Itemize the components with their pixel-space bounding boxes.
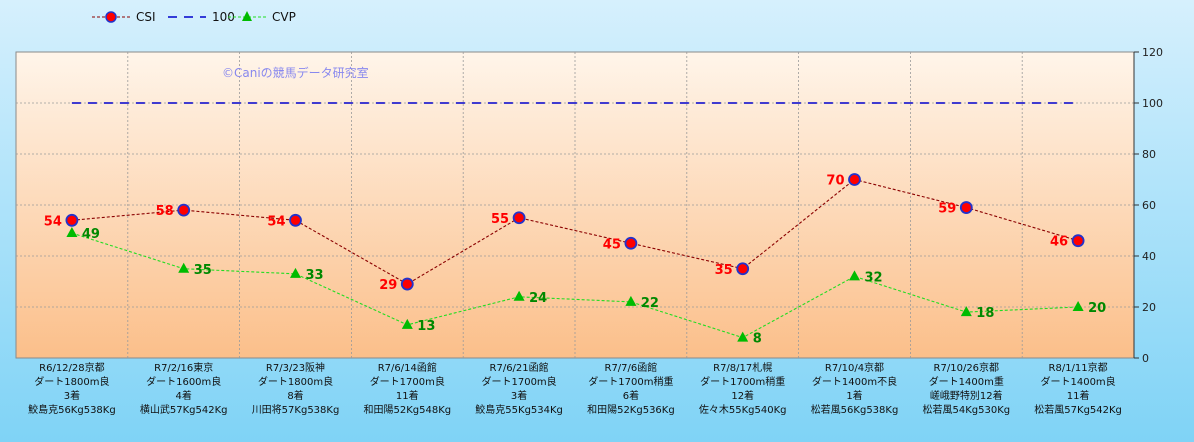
- cvp-data-label: 35: [194, 263, 212, 278]
- cvp-data-label: 22: [641, 296, 659, 311]
- cvp-data-label: 49: [82, 227, 100, 242]
- csi-data-label: 59: [938, 202, 956, 217]
- y-tick-label: 120: [1142, 46, 1163, 59]
- csi-data-label: 29: [379, 278, 397, 293]
- legend-item-cvp: CVP: [228, 10, 296, 24]
- watermark: ©Caniの競馬データ研究室: [222, 65, 369, 80]
- csi-point: [65, 213, 79, 227]
- x-tick-label: R7/6/14函館ダート1700m良 11着和田陽52Kg548Kg: [363, 361, 451, 416]
- csi-point: [624, 236, 638, 250]
- csi-data-label: 54: [267, 214, 285, 229]
- legend-item-csi: CSI: [92, 10, 156, 24]
- legend: CSI 100 CVP: [92, 10, 296, 24]
- csi-point: [289, 213, 302, 227]
- legend-marker: [105, 11, 117, 23]
- csi-point: [1071, 234, 1085, 248]
- x-tick-label: R7/10/4京都ダート1400m不良 1着松若風56Kg538Kg: [811, 361, 899, 416]
- csi-data-label: 58: [156, 204, 174, 219]
- cvp-point: [513, 290, 525, 301]
- y-tick-label: 60: [1142, 199, 1156, 212]
- cvp-point: [1072, 301, 1084, 311]
- cvp-data-label: 24: [529, 291, 547, 306]
- cvp-point: [625, 295, 637, 306]
- cvp-point: [960, 306, 972, 317]
- cvp-point: [178, 262, 190, 273]
- csi-data-label: 46: [1050, 235, 1068, 250]
- cvp-point: [66, 227, 78, 238]
- cvp-data-label: 33: [306, 268, 324, 283]
- csi-data-label: 35: [715, 263, 733, 278]
- legend-label: CVP: [272, 10, 296, 24]
- csi-point: [736, 262, 750, 276]
- cvp-data-label: 8: [753, 332, 762, 347]
- x-axis-labels: R6/12/28京都ダート1800m良 3着鮫島克56Kg538Kg R7/2/16…: [28, 361, 1122, 416]
- series-line-cvp: [71, 232, 1079, 339]
- csi-data-label: 45: [603, 237, 621, 252]
- cvp-data-label: 32: [865, 270, 883, 285]
- csi-point: [848, 173, 861, 186]
- csi-point: [959, 201, 973, 214]
- legend-item-100: 100: [168, 10, 235, 24]
- data-labels: 54 58 54 29 55 45 35 70 59 46 49 35 33 13 24 22 8 32 18 20: [44, 174, 1106, 347]
- cvp-point: [849, 270, 860, 281]
- x-tick-label: R6/12/28京都ダート1800m良 3着鮫島克56Kg538Kg: [28, 361, 116, 416]
- cvp-point: [737, 331, 749, 342]
- legend-label: 100: [212, 10, 235, 24]
- y-tick-label: 80: [1142, 148, 1156, 161]
- y-tick-label: 100: [1142, 97, 1163, 110]
- y-axis: 0 20 40 60 80 100 120: [1133, 46, 1163, 365]
- x-tick-label: R7/6/21函館ダート1700m良 3着鮫島克55Kg534Kg: [475, 361, 563, 416]
- cvp-point: [290, 267, 301, 278]
- x-tick-label: R8/1/11京都ダート1400m良 11着松若風57Kg542Kg: [1034, 361, 1122, 416]
- x-tick-label: R7/7/6函館ダート1700m稍重 6着和田陽52Kg536Kg: [587, 361, 675, 416]
- legend-label: CSI: [136, 10, 156, 24]
- series-line-csi: [71, 178, 1079, 285]
- grid: [16, 52, 1134, 358]
- csi-point: [400, 277, 414, 291]
- x-tick-label: R7/8/17札幌ダート1700m稍重 12着佐々木55Kg540Kg: [699, 361, 787, 416]
- y-tick-label: 0: [1142, 352, 1149, 365]
- legend-marker: [242, 11, 252, 21]
- cvp-data-label: 20: [1088, 301, 1106, 316]
- cvp-data-label: 13: [417, 319, 435, 334]
- csi-point: [177, 203, 191, 217]
- cvp-data-label: 18: [976, 306, 994, 321]
- x-tick-label: R7/3/23阪神ダート1800m良 8着川田将57Kg538Kg: [252, 361, 340, 416]
- x-tick-label: R7/2/16東京ダート1600m良 4着横山武57Kg542Kg: [140, 361, 228, 416]
- csi-point: [512, 211, 526, 225]
- csi-data-label: 55: [491, 212, 509, 227]
- csi-data-label: 54: [44, 214, 62, 229]
- y-tick-label: 40: [1142, 250, 1156, 263]
- x-tick-label: R7/10/26京都ダート1400m重嵯峨野特別12着松若風54Kg530Kg: [922, 361, 1010, 416]
- cvp-point: [401, 318, 413, 329]
- y-tick-label: 20: [1142, 301, 1156, 314]
- series-lines: [65, 102, 1085, 342]
- csi-data-label: 70: [826, 174, 844, 189]
